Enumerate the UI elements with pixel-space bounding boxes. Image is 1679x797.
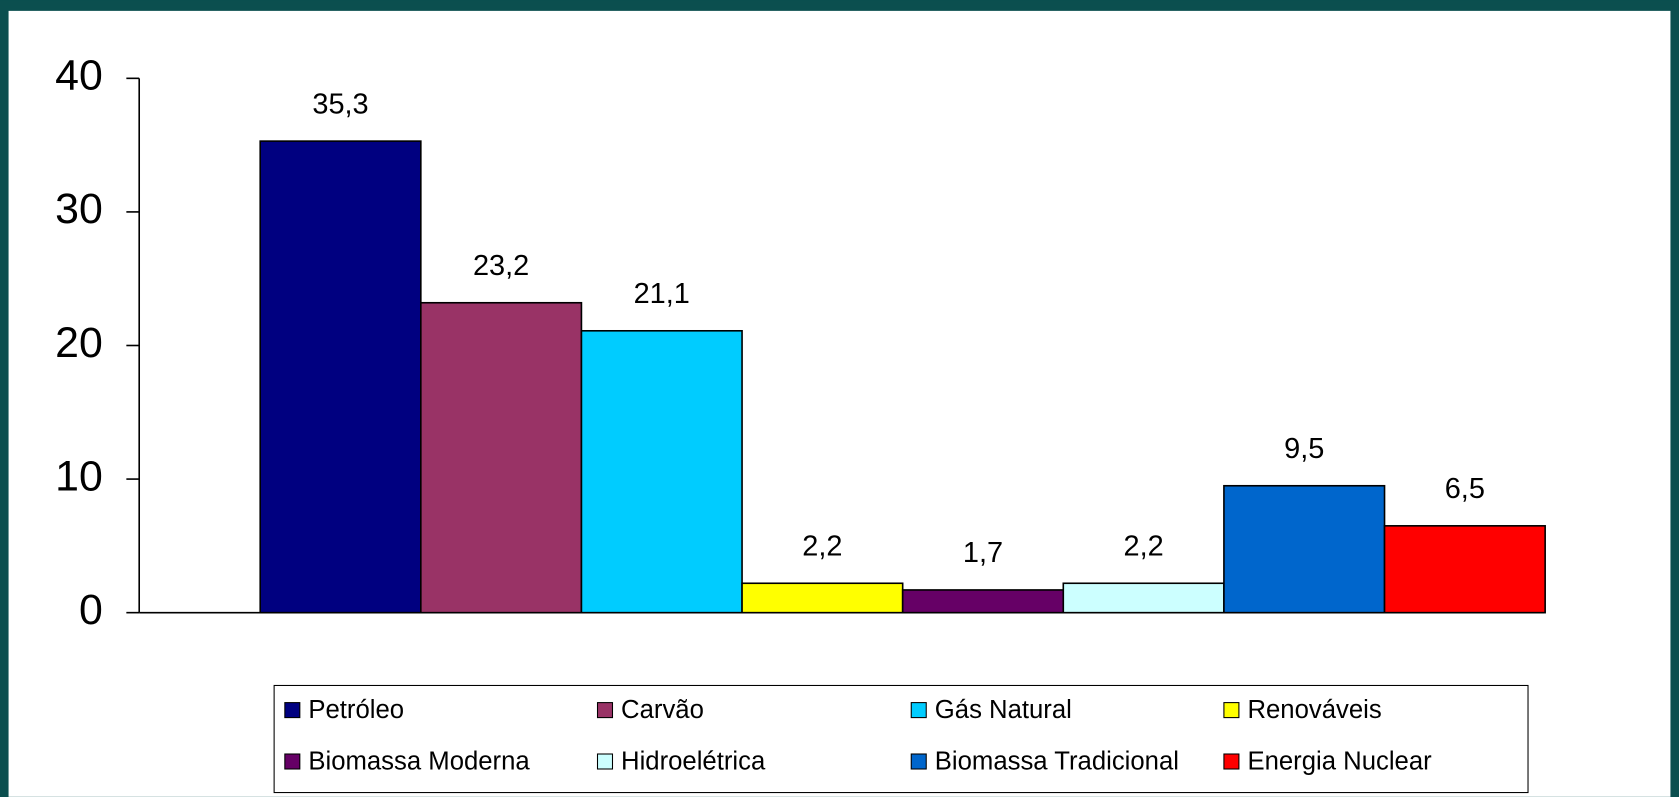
legend-swatch	[284, 702, 301, 719]
legend-label: Biomassa Tradicional	[935, 747, 1179, 775]
y-tick-label: 0	[79, 586, 103, 634]
data-label: 2,2	[1124, 531, 1164, 563]
data-label: 35,3	[312, 88, 368, 120]
plot-background	[8, 10, 1671, 797]
y-tick-label: 40	[55, 52, 103, 100]
legend-swatch	[596, 753, 614, 770]
legend-swatch	[284, 753, 301, 770]
bar	[741, 582, 904, 614]
legend-swatch	[910, 753, 927, 770]
y-tick-label: 30	[55, 185, 103, 233]
legend-label: Renováveis	[1247, 696, 1381, 724]
bar	[259, 140, 422, 614]
data-label: 1,7	[963, 537, 1003, 569]
data-label: 21,1	[634, 278, 690, 310]
legend-label: Energia Nuclear	[1247, 747, 1432, 775]
bar	[1383, 525, 1546, 614]
legend-box	[273, 684, 1529, 794]
bar	[901, 589, 1065, 614]
data-label: 6,5	[1445, 473, 1485, 505]
bar	[580, 329, 743, 614]
legend-label: Gás Natural	[935, 696, 1072, 724]
data-label: 2,2	[802, 531, 842, 563]
y-tick-label: 20	[55, 319, 103, 367]
legend-label: Hidroelétrica	[621, 747, 766, 775]
legend-label: Petróleo	[308, 696, 404, 724]
legend-label: Biomassa Moderna	[308, 747, 530, 775]
y-tick-label: 10	[55, 452, 103, 500]
legend-swatch	[910, 702, 927, 719]
bar	[1062, 582, 1225, 614]
data-label: 9,5	[1284, 433, 1324, 465]
legend-swatch	[1223, 753, 1240, 770]
legend-swatch	[1223, 702, 1240, 719]
legend-swatch	[596, 702, 614, 719]
legend-label: Carvão	[621, 696, 704, 724]
bar	[1223, 484, 1386, 614]
bar	[420, 301, 583, 614]
data-label: 23,2	[473, 250, 529, 282]
